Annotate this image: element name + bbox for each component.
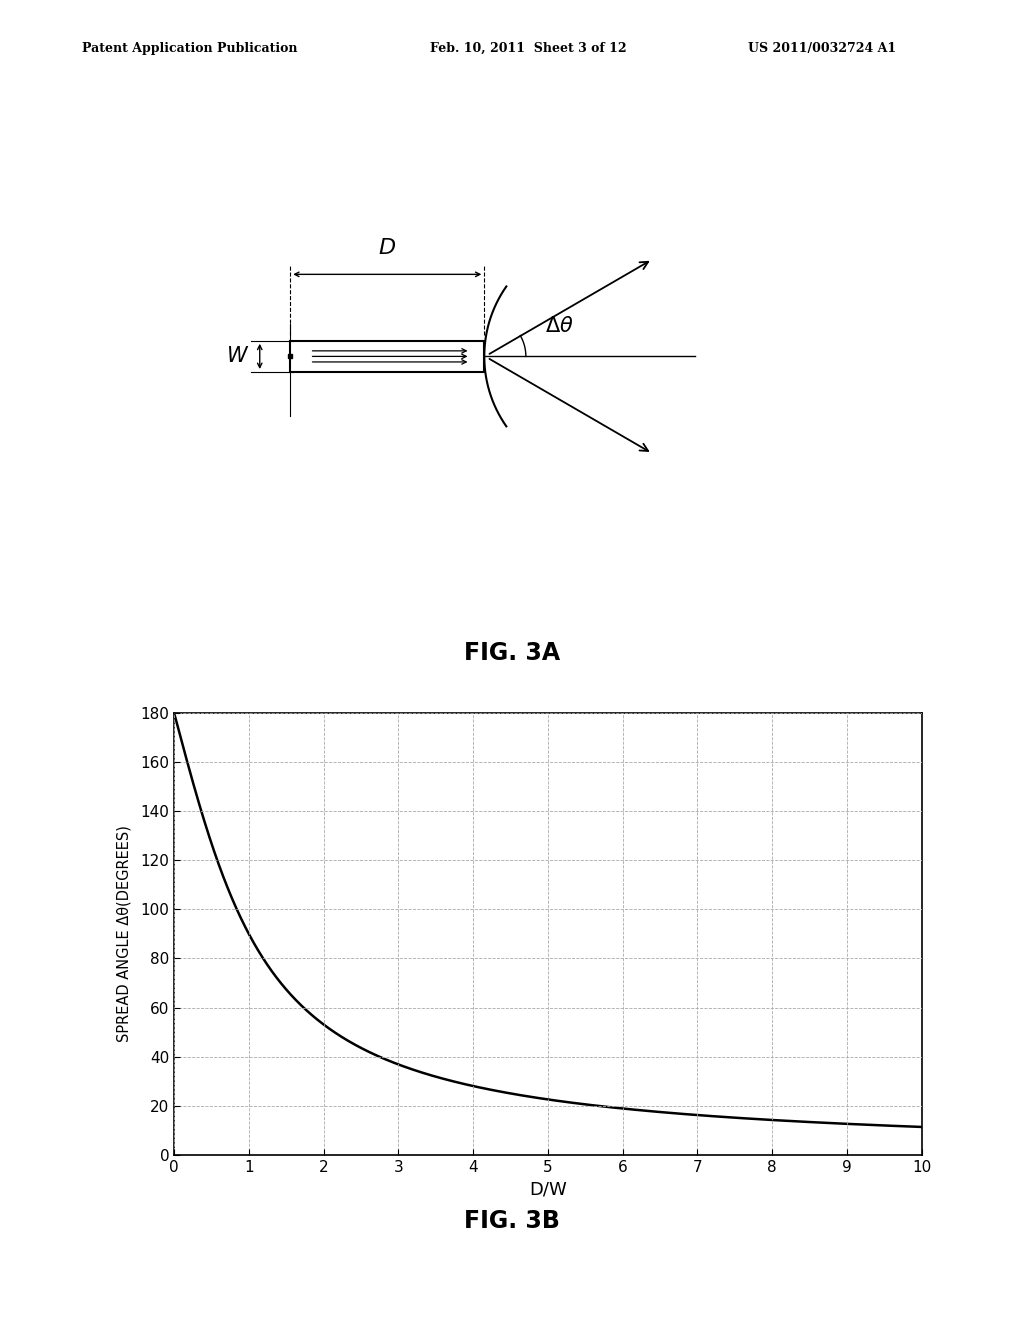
Text: US 2011/0032724 A1: US 2011/0032724 A1 xyxy=(748,42,896,55)
Y-axis label: SPREAD ANGLE Δθ(DEGREES): SPREAD ANGLE Δθ(DEGREES) xyxy=(117,825,132,1043)
Text: Feb. 10, 2011  Sheet 3 of 12: Feb. 10, 2011 Sheet 3 of 12 xyxy=(430,42,627,55)
Text: D: D xyxy=(379,238,396,257)
X-axis label: D/W: D/W xyxy=(529,1180,566,1199)
Polygon shape xyxy=(290,341,484,372)
Text: $\Delta\theta$: $\Delta\theta$ xyxy=(545,315,573,335)
Text: FIG. 3B: FIG. 3B xyxy=(464,1209,560,1233)
Text: Patent Application Publication: Patent Application Publication xyxy=(82,42,297,55)
Text: W: W xyxy=(227,346,248,367)
Text: FIG. 3A: FIG. 3A xyxy=(464,642,560,665)
